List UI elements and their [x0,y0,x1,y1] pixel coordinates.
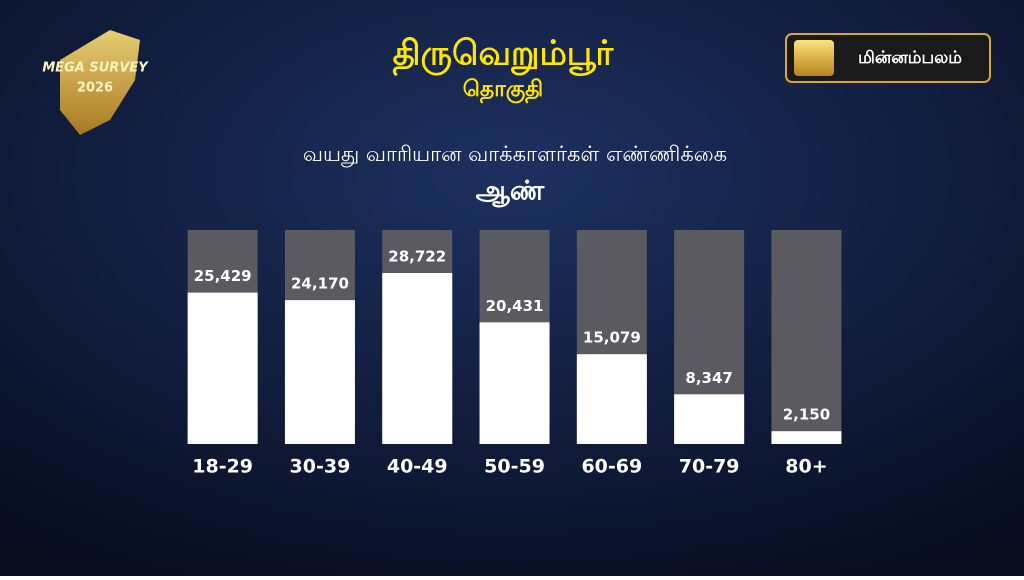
bar [479,322,550,444]
chart-title: திருவெறும்பூர் [393,34,615,77]
x-tick-label: 60-69 [581,456,642,478]
column-background [771,230,842,444]
brand-box [785,33,991,83]
x-tick-label: 40-49 [387,456,448,478]
x-tick-label: 30-39 [290,456,351,478]
value-label: 28,722 [388,248,446,266]
bar [284,300,355,444]
value-label: 2,150 [783,406,830,424]
x-tick-label: 80+ [785,456,827,478]
series-name: ஆண் [476,176,545,209]
value-label: 20,431 [486,297,544,315]
bar [187,292,258,444]
bar [674,394,745,444]
x-tick-label: 70-79 [679,456,740,478]
bar [382,273,453,444]
brand-name: மின்னம்பலம் [858,48,962,68]
bar [576,354,647,444]
brand-icon [794,40,834,76]
bar [771,431,842,444]
badge-year: 2026 [77,81,113,96]
value-label: 8,347 [685,369,732,387]
value-label: 15,079 [583,329,641,347]
x-tick-label: 50-59 [484,456,545,478]
value-label: 25,429 [194,267,252,285]
chart-heading: வயது வாரியான வாக்காளர்கள் எண்ணிக்கை [303,142,727,167]
map-emblem [60,30,140,135]
badge-text: MEGA SURVEY [42,61,149,76]
value-label: 24,170 [291,275,349,293]
chart-subtitle: தொகுதி [463,77,543,104]
x-tick-label: 18-29 [192,456,253,478]
